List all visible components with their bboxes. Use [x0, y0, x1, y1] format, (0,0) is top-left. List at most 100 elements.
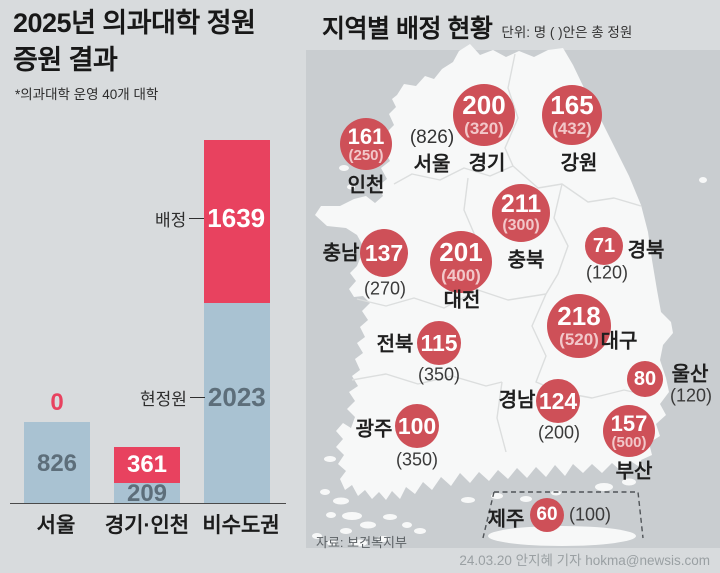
region-circle-gyeonggi: 200 (320): [453, 84, 515, 146]
province-borders: [351, 53, 652, 453]
region-total-gwangju: (350): [395, 449, 439, 470]
region-value-jeonbuk: 115: [420, 329, 458, 356]
region-label-chungbuk: 충북: [507, 249, 545, 272]
bar-seoul-existing-value: 826: [36, 449, 78, 477]
region-value-gyeonggi: 200: [462, 90, 506, 121]
bar-nonmetropolitan: [204, 140, 270, 504]
bar-seoul-allocated-value: 0: [50, 389, 64, 416]
region-circle-daejeon: 201 (400): [430, 231, 492, 293]
region-total-jeonbuk: (350): [417, 364, 461, 385]
region-value-daejeon: 201: [439, 237, 483, 268]
region-value-busan: 157: [610, 410, 648, 436]
page-title-line1: 2025년 의과대학 정원: [13, 8, 256, 38]
bar-gyeonggi-incheon-existing-value: 209: [126, 480, 168, 508]
region-circle-busan: 157 (500): [603, 405, 655, 457]
region-value-chungnam: 137: [364, 239, 404, 266]
allocated-annotation: 배정 1639: [155, 203, 265, 234]
region-total-gyeongnam: (200): [537, 422, 581, 443]
x-axis-line: [10, 503, 286, 504]
jeju-island: [488, 526, 636, 546]
map-title: 지역별 배정 현황: [322, 15, 493, 43]
region-circle-chungbuk: 211 (300): [492, 184, 550, 242]
region-total-busan: (500): [611, 433, 647, 451]
annotation-dash: [189, 218, 205, 219]
region-circle-jeonbuk: 115: [417, 321, 461, 365]
region-total-chungbuk: (300): [502, 216, 540, 234]
bar-nonmetropolitan-existing-value: 2023: [207, 382, 266, 412]
region-label-busan: 부산: [615, 460, 653, 483]
page-title: 2025년 의과대학 정원 증원 결과: [13, 5, 256, 78]
region-label-gyeonggi: 경기: [468, 152, 506, 175]
page-subtitle: *의과대학 운영 40개 대학: [15, 87, 159, 102]
region-value-daegu: 218: [557, 301, 601, 332]
korea-landmass: [315, 44, 673, 500]
region-total-daejeon: (400): [441, 265, 481, 285]
region-label-daejeon: 대전: [443, 289, 481, 312]
region-circle-ulsan: 80: [627, 361, 663, 397]
region-total-gyeongbuk: (120): [585, 262, 629, 283]
category-label-nonmetropolitan: 비수도권: [202, 514, 280, 537]
region-total-chungnam: (270): [363, 278, 407, 299]
region-label-jeju: 제주: [487, 508, 525, 531]
bar-seoul: 826: [24, 421, 90, 504]
region-circle-gyeongbuk: 71: [585, 227, 623, 265]
region-total-jeju: (100): [568, 504, 612, 525]
map-header: 지역별 배정 현황 단위: 명 ( )안은 총 정원: [322, 9, 632, 45]
region-value-gyeongbuk: 71: [592, 234, 616, 257]
region-circle-gangwon: 165 (432): [542, 85, 602, 145]
region-label-chungnam: 충남: [322, 242, 360, 265]
region-value-gangwon: 165: [550, 90, 594, 121]
bar-gyeonggi-incheon-allocated-value: 361: [126, 451, 168, 479]
region-total-gyeonggi: (320): [464, 118, 504, 138]
region-label-seoul: 서울: [413, 153, 451, 176]
bar-gyeonggi-incheon-allocated-segment: 361: [114, 447, 180, 484]
data-source: 자료: 보건복지부: [316, 535, 407, 550]
bar-nonmetropolitan-allocated-value: 1639: [207, 203, 266, 233]
region-label-gyeongnam: 경남: [498, 389, 536, 412]
region-total-gangwon: (432): [552, 118, 592, 138]
region-total-daegu: (520): [559, 329, 599, 349]
byline-credit: 24.03.20 안지혜 기자 hokma@newsis.com: [459, 553, 710, 568]
existing-annotation-label: 현정원: [140, 390, 187, 409]
region-circle-jeju: 60: [530, 498, 564, 532]
region-value-ulsan: 80: [633, 367, 657, 390]
existing-annotation: 현정원 2023: [140, 382, 266, 413]
region-circle-gwangju: 100: [395, 404, 439, 448]
region-label-ulsan: 울산: [671, 363, 709, 386]
region-value-gwangju: 100: [397, 412, 437, 439]
region-label-daegu: 대구: [600, 330, 638, 353]
region-circle-gyeongnam: 124: [536, 379, 580, 423]
region-label-gwangju: 광주: [355, 418, 393, 441]
region-total-seoul: (826): [409, 127, 455, 148]
annotation-dash: [189, 397, 205, 398]
ulleungdo-island: [699, 177, 707, 183]
region-value-incheon: 161: [347, 123, 385, 149]
region-total-ulsan: (120): [669, 385, 713, 406]
bar-gyeonggi-incheon-existing-segment: 209: [114, 480, 180, 507]
region-circle-chungnam: 137: [360, 229, 408, 277]
region-label-gangwon: 강원: [560, 152, 598, 175]
region-circle-incheon: 161 (250): [340, 118, 392, 170]
page-title-line2: 증원 결과: [13, 44, 118, 75]
bar-nonmetropolitan-existing-segment: [204, 302, 270, 504]
region-value-gyeongnam: 124: [538, 387, 578, 414]
region-circle-daegu: 218 (520): [547, 294, 611, 358]
category-label-seoul: 서울: [36, 514, 76, 537]
region-label-gyeongbuk: 경북: [627, 239, 665, 262]
region-value-jeju: 60: [536, 504, 558, 526]
islands: [312, 165, 707, 547]
region-label-jeonbuk: 전북: [376, 333, 414, 356]
unit-note: 단위: 명 ( )안은 총 정원: [501, 25, 633, 40]
allocated-annotation-label: 배정: [155, 211, 187, 230]
region-label-incheon: 인천: [347, 174, 385, 197]
region-value-chungbuk: 211: [500, 190, 542, 219]
category-label-gyeonggi-incheon: 경기·인천: [104, 514, 190, 537]
bar-gyeonggi-incheon: 361 209: [114, 447, 180, 507]
bar-nonmetropolitan-allocated-segment: [204, 140, 270, 303]
bar-seoul-existing-segment: 826: [24, 421, 90, 504]
jeju-callout-dashed-box: [482, 491, 644, 539]
region-total-incheon: (250): [348, 146, 384, 164]
